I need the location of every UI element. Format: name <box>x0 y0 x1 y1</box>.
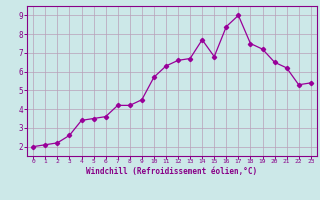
X-axis label: Windchill (Refroidissement éolien,°C): Windchill (Refroidissement éolien,°C) <box>86 167 258 176</box>
